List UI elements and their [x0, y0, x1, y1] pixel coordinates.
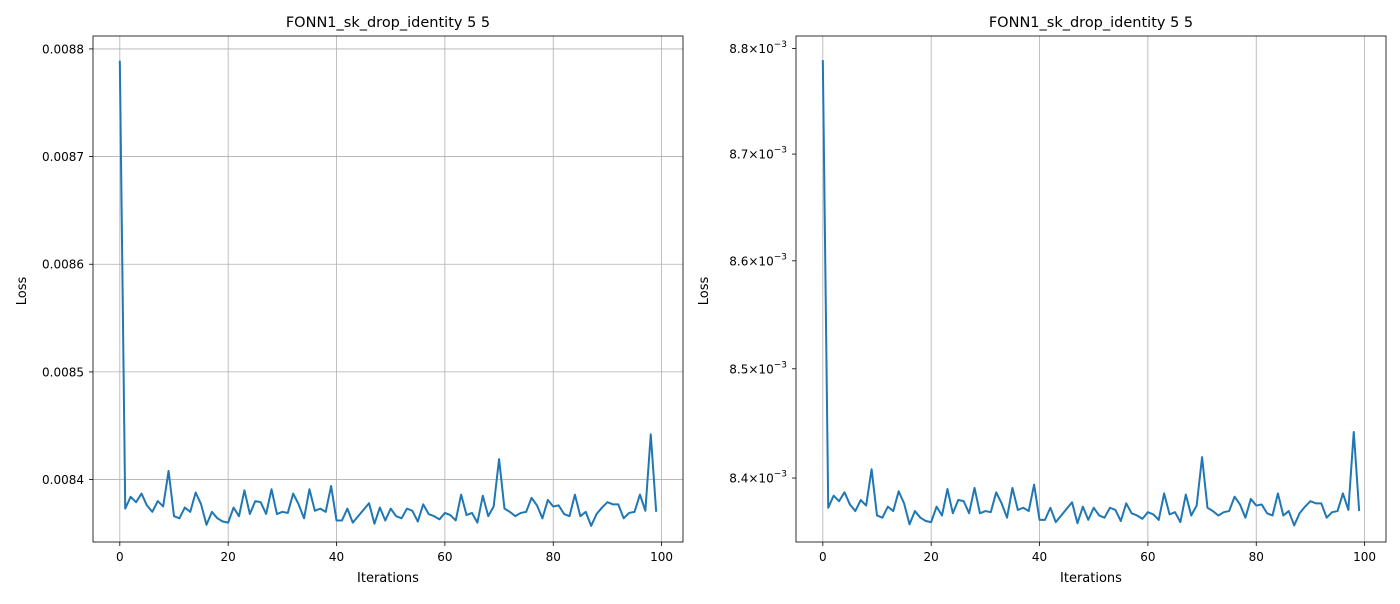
- left-chart-title: FONN1_sk_drop_identity 5 5: [286, 15, 490, 31]
- left-y-tick-label: 0.0088: [42, 42, 84, 56]
- left-x-tick-label: 100: [650, 550, 673, 564]
- left-loss-series-line: [118, 60, 658, 527]
- right-y-tick-label: 8.6×10−3: [729, 252, 787, 268]
- left-y-tick-label: 0.0086: [42, 258, 84, 272]
- left-x-tick-label: 20: [221, 550, 236, 564]
- right-x-tick-label: 60: [1140, 550, 1155, 564]
- right-x-tick-label: 80: [1249, 550, 1264, 564]
- left-x-tick-label: 80: [546, 550, 561, 564]
- right-y-tick-label: 8.8×10−3: [729, 40, 787, 56]
- left-y-tick-label: 0.0087: [42, 150, 84, 164]
- left-x-tick-label: 60: [437, 550, 452, 564]
- right-x-tick-label: 0: [819, 550, 827, 564]
- right-subplot: FONN1_sk_drop_identity 5 5 Iterations Lo…: [697, 15, 1387, 586]
- left-y-tick-label: 0.0085: [42, 365, 84, 379]
- right-chart-title: FONN1_sk_drop_identity 5 5: [989, 15, 1193, 31]
- right-loss-series-line: [821, 60, 1361, 527]
- right-y-axis-label: Loss: [697, 277, 712, 306]
- right-x-axis-label: Iterations: [1060, 571, 1122, 586]
- left-x-tick-label: 40: [329, 550, 344, 564]
- right-x-tick-label: 40: [1032, 550, 1047, 564]
- right-x-tick-label: 20: [924, 550, 939, 564]
- right-y-tick-label: 8.4×10−3: [729, 470, 787, 486]
- right-y-tick-label: 8.5×10−3: [729, 360, 787, 376]
- left-x-tick-label: 0: [116, 550, 124, 564]
- right-y-tick-label: 8.7×10−3: [729, 146, 787, 162]
- left-y-tick-label: 0.0084: [42, 473, 84, 487]
- left-subplot: FONN1_sk_drop_identity 5 5 Iterations Lo…: [15, 15, 684, 586]
- right-x-tick-label: 100: [1353, 550, 1376, 564]
- left-x-axis-label: Iterations: [357, 571, 419, 586]
- left-y-axis-label: Loss: [15, 277, 30, 306]
- right-axes-frame: [795, 35, 1387, 543]
- left-axes-frame: [92, 35, 684, 543]
